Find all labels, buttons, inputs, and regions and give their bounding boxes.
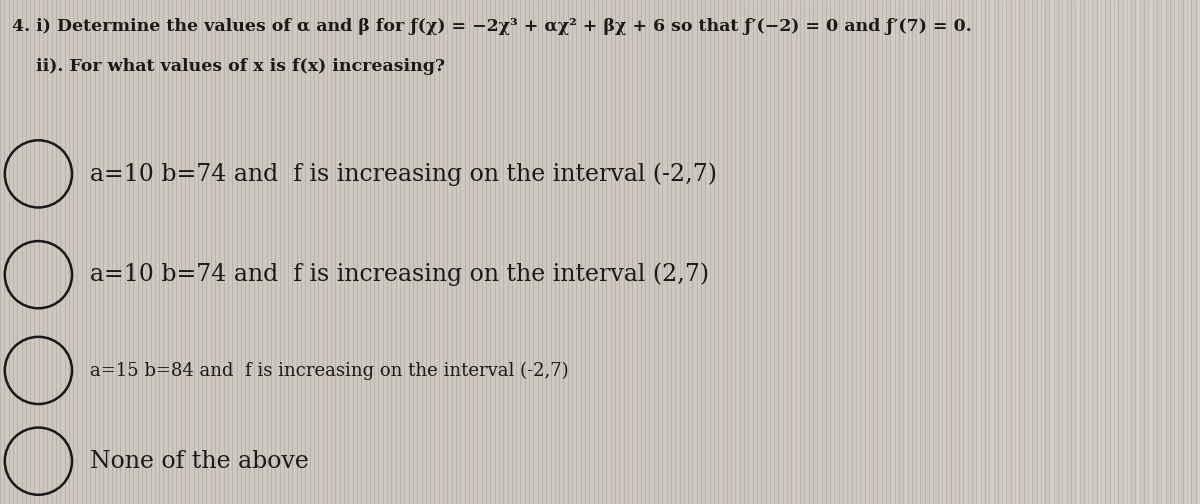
Text: ii). For what values of x is f(x) increasing?: ii). For what values of x is f(x) increa… [12,58,445,75]
Text: a=10 b=74 and  f is increasing on the interval (2,7): a=10 b=74 and f is increasing on the int… [90,263,709,286]
Text: a=10 b=74 and  f is increasing on the interval (-2,7): a=10 b=74 and f is increasing on the int… [90,162,718,185]
Text: a=15 b=84 and  f is increasing on the interval (-2,7): a=15 b=84 and f is increasing on the int… [90,361,569,380]
Text: 4. i) Determine the values of α and β for ƒ(χ) = −2χ³ + αχ² + βχ + 6 so that ƒ′(: 4. i) Determine the values of α and β fo… [12,18,972,35]
Text: None of the above: None of the above [90,450,308,473]
